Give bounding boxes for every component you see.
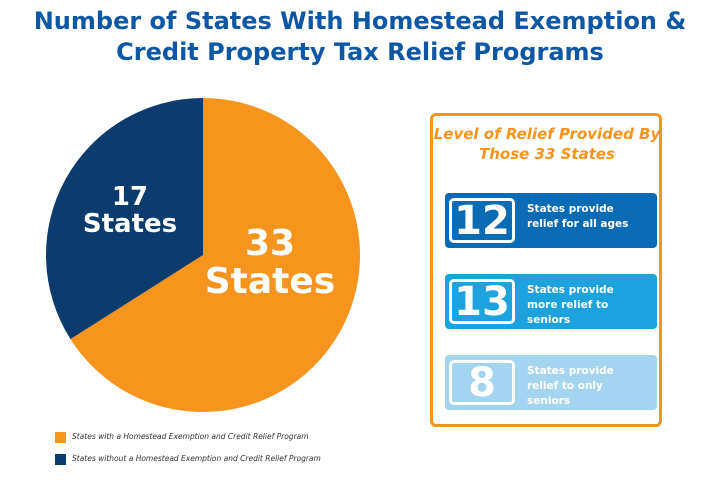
relief-text: States provide relief for all ages bbox=[527, 203, 629, 230]
relief-box bbox=[445, 193, 657, 248]
legend-label: States with a Homestead Exemption and Cr… bbox=[72, 432, 309, 441]
relief-box bbox=[445, 274, 657, 329]
panel-title: Level of Relief Provided By Those 33 Sta… bbox=[433, 125, 661, 163]
legend-swatch bbox=[55, 454, 66, 465]
relief-number: 8 bbox=[449, 360, 515, 405]
pie-slice bbox=[70, 98, 360, 413]
slice-label: 17 States bbox=[82, 182, 178, 240]
relief-number: 12 bbox=[449, 198, 515, 243]
pie-slice bbox=[46, 98, 203, 340]
relief-text: States provide relief to only seniors bbox=[527, 365, 614, 407]
pie-chart bbox=[46, 98, 360, 413]
legend-label: States without a Homestead Exemption and… bbox=[72, 454, 321, 463]
chart-title: Number of States With Homestead Exemptio… bbox=[33, 7, 687, 66]
relief-text: States provide more relief to seniors bbox=[527, 284, 614, 326]
relief-number: 13 bbox=[449, 279, 515, 324]
relief-panel bbox=[430, 113, 662, 427]
slice-label: 33 States bbox=[204, 223, 336, 302]
relief-box bbox=[445, 355, 657, 410]
legend-swatch bbox=[55, 432, 66, 443]
